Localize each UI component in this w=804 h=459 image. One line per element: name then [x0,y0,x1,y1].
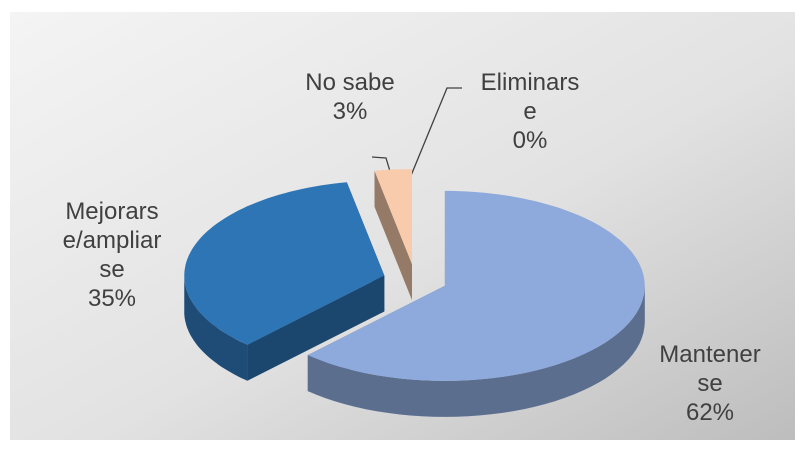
value-label: 62% [685,399,735,426]
value-label: 0% [512,127,548,154]
category-label: Eliminarse [480,69,580,125]
category-label: Mejorarse/ampliarse [62,198,162,283]
slice-wall [247,275,385,381]
leader-line [409,87,462,179]
slice-side-shade [307,285,645,417]
slice-wall-shade [247,275,385,381]
category-label: No sabe [305,69,395,96]
slice-wall-shade [374,170,412,301]
slice [374,169,412,265]
value-label: 3% [332,98,368,125]
slice [307,190,645,381]
value-label: 35% [87,285,137,312]
slice [184,182,385,345]
slice-side-shade [184,275,248,381]
data-label: Eliminarse 0% [480,68,580,155]
category-label: Mantenerse [659,341,761,397]
slice-wall [374,170,412,301]
slice-side [184,275,248,381]
data-label: Mejorarse/ampliarse 35% [59,197,166,313]
data-label: No sabe 3% [300,68,400,126]
slice-side [307,285,645,417]
data-label: Mantenerse 62% [658,340,762,427]
